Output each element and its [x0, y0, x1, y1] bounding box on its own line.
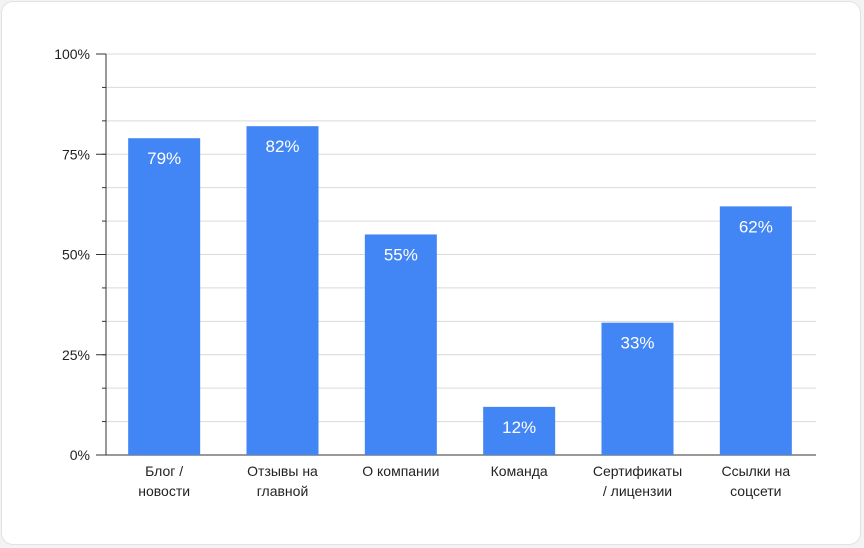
- bar: [601, 322, 674, 455]
- y-tick-label: 75%: [62, 146, 90, 162]
- x-tick-label: Ссылки на: [721, 463, 790, 479]
- bar-data-label: 33%: [620, 334, 654, 353]
- bar: [364, 234, 437, 455]
- bar-data-label: 12%: [502, 418, 536, 437]
- x-tick-label: Команда: [491, 463, 548, 479]
- x-tick-label: О компании: [362, 463, 439, 479]
- bar: [719, 206, 792, 455]
- bar-data-label: 82%: [265, 137, 299, 156]
- x-tick-label: Отзывы на: [247, 463, 318, 479]
- x-tick-label: новости: [138, 483, 190, 499]
- x-tick-label: Блог /: [145, 463, 183, 479]
- bar: [483, 406, 556, 455]
- x-tick-label: / лицензии: [603, 483, 672, 499]
- y-tick-label: 25%: [62, 347, 90, 363]
- bar-data-label: 55%: [384, 245, 418, 264]
- x-tick-label: главной: [257, 483, 309, 499]
- y-tick-label: 100%: [54, 46, 90, 62]
- bar: [246, 126, 319, 456]
- x-tick-label: Сертификаты: [593, 463, 682, 479]
- bar-data-label: 62%: [739, 217, 773, 236]
- y-tick-label: 0%: [70, 447, 90, 463]
- y-tick-label: 50%: [62, 247, 90, 263]
- bar: [128, 138, 201, 455]
- bar-data-label: 79%: [147, 149, 181, 168]
- x-tick-label: соцсети: [730, 483, 781, 499]
